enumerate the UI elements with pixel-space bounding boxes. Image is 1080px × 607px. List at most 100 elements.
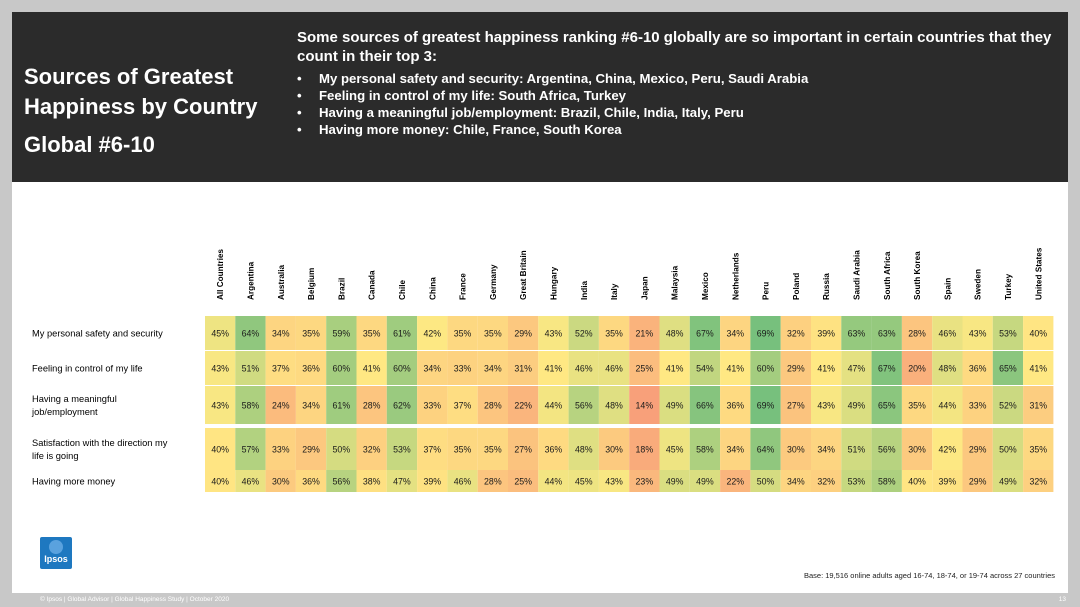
- cell-value: 36%: [545, 445, 563, 455]
- heat-cell: [417, 386, 448, 424]
- cell-value: 50%: [757, 477, 775, 487]
- column-header: Malaysia: [671, 265, 680, 300]
- heat-cell: [901, 470, 933, 492]
- cell-value: 32%: [363, 445, 381, 455]
- heat-cell: [962, 351, 993, 385]
- cell-value: 44%: [545, 401, 563, 411]
- cell-value: 54%: [696, 364, 714, 374]
- cell-value: 39%: [817, 329, 835, 339]
- cell-value: 58%: [696, 445, 714, 455]
- heat-cell: [598, 386, 630, 424]
- cell-value: 34%: [272, 329, 290, 339]
- cell-value: 39%: [939, 477, 957, 487]
- column-header: Hungary: [549, 266, 558, 300]
- bullet-text: Having a meaningful job/employment: Braz…: [319, 105, 744, 120]
- heat-cell: [235, 428, 266, 470]
- cell-value: 37%: [454, 401, 472, 411]
- cell-value: 29%: [969, 477, 987, 487]
- cell-value: 56%: [333, 477, 351, 487]
- heat-cell: [447, 316, 478, 350]
- heat-cell: [326, 351, 357, 385]
- cell-value: 33%: [272, 445, 290, 455]
- row-label: job/employment: [31, 407, 98, 417]
- heat-cell: [447, 351, 478, 385]
- heat-cell: [265, 386, 296, 424]
- bullet-item: • Having a meaningful job/employment: Bra…: [297, 104, 808, 121]
- cell-value: 28%: [363, 401, 381, 411]
- cell-value: 40%: [211, 477, 229, 487]
- cell-value: 41%: [1029, 364, 1047, 374]
- cell-value: 43%: [211, 364, 229, 374]
- heat-cell: [962, 316, 993, 350]
- cell-value: 60%: [333, 364, 351, 374]
- heat-cell: [992, 316, 1024, 350]
- row-label: Having a meaningful: [32, 394, 117, 404]
- row-label: Satisfaction with the direction my: [32, 438, 168, 448]
- cell-value: 29%: [969, 445, 987, 455]
- heat-cell: [568, 470, 599, 492]
- cell-value: 33%: [969, 401, 987, 411]
- cell-value: 56%: [878, 445, 896, 455]
- cell-value: 42%: [939, 445, 957, 455]
- heat-cell: [326, 316, 357, 350]
- cell-value: 47%: [393, 477, 411, 487]
- cell-value: 63%: [878, 329, 896, 339]
- cell-value: 34%: [726, 445, 744, 455]
- cell-value: 29%: [514, 329, 532, 339]
- cell-value: 65%: [999, 364, 1017, 374]
- heat-cell: [265, 351, 296, 385]
- cell-value: 37%: [423, 445, 441, 455]
- cell-value: 49%: [848, 401, 866, 411]
- heat-cell: [447, 386, 478, 424]
- heat-cell: [659, 316, 690, 350]
- cell-value: 36%: [969, 364, 987, 374]
- column-header: Saudi Arabia: [852, 250, 861, 300]
- heat-cell: [538, 316, 569, 350]
- cell-value: 52%: [575, 329, 593, 339]
- cell-value: 35%: [454, 445, 472, 455]
- page-subtitle: Global #6-10: [24, 132, 155, 157]
- heat-cell: [871, 351, 902, 385]
- cell-value: 48%: [939, 364, 957, 374]
- heat-cell: [568, 386, 599, 424]
- cell-value: 36%: [302, 477, 320, 487]
- column-header: All Countries: [216, 249, 225, 300]
- column-header: Brazil: [337, 278, 346, 300]
- cell-value: 67%: [878, 364, 896, 374]
- heat-cell: [720, 386, 751, 424]
- column-header: United States: [1034, 247, 1043, 300]
- cell-value: 61%: [333, 401, 351, 411]
- heat-cell: [205, 470, 236, 492]
- cell-value: 49%: [696, 477, 714, 487]
- cell-value: 40%: [1029, 329, 1047, 339]
- cell-value: 41%: [363, 364, 381, 374]
- cell-value: 35%: [605, 329, 623, 339]
- heat-cell: [629, 428, 660, 470]
- cell-value: 34%: [787, 477, 805, 487]
- heat-cell: [205, 351, 236, 385]
- heat-cell: [356, 351, 387, 385]
- heat-cell: [477, 316, 508, 350]
- cell-value: 49%: [999, 477, 1017, 487]
- heat-cell: [295, 351, 327, 385]
- cell-value: 41%: [726, 364, 744, 374]
- heat-cell: [629, 470, 660, 492]
- cell-value: 33%: [423, 401, 441, 411]
- cell-value: 35%: [1029, 445, 1047, 455]
- cell-value: 63%: [848, 329, 866, 339]
- cell-value: 28%: [484, 477, 502, 487]
- page-title-line1: Sources of Greatest: [24, 64, 234, 89]
- bullet-dot-icon: •: [297, 71, 302, 86]
- heat-cell: [932, 470, 963, 492]
- page-number: 13: [1058, 596, 1066, 603]
- heat-cell: [477, 351, 508, 385]
- cell-value: 34%: [484, 364, 502, 374]
- cell-value: 43%: [817, 401, 835, 411]
- bullet-text: My personal safety and security: Argenti…: [319, 71, 809, 86]
- page-title: Sources of Greatest Happiness by Country: [24, 62, 284, 122]
- heat-cell: [659, 386, 690, 424]
- cell-value: 34%: [423, 364, 441, 374]
- heat-cell: [508, 470, 539, 492]
- heat-cell: [689, 470, 721, 492]
- cell-value: 69%: [757, 401, 775, 411]
